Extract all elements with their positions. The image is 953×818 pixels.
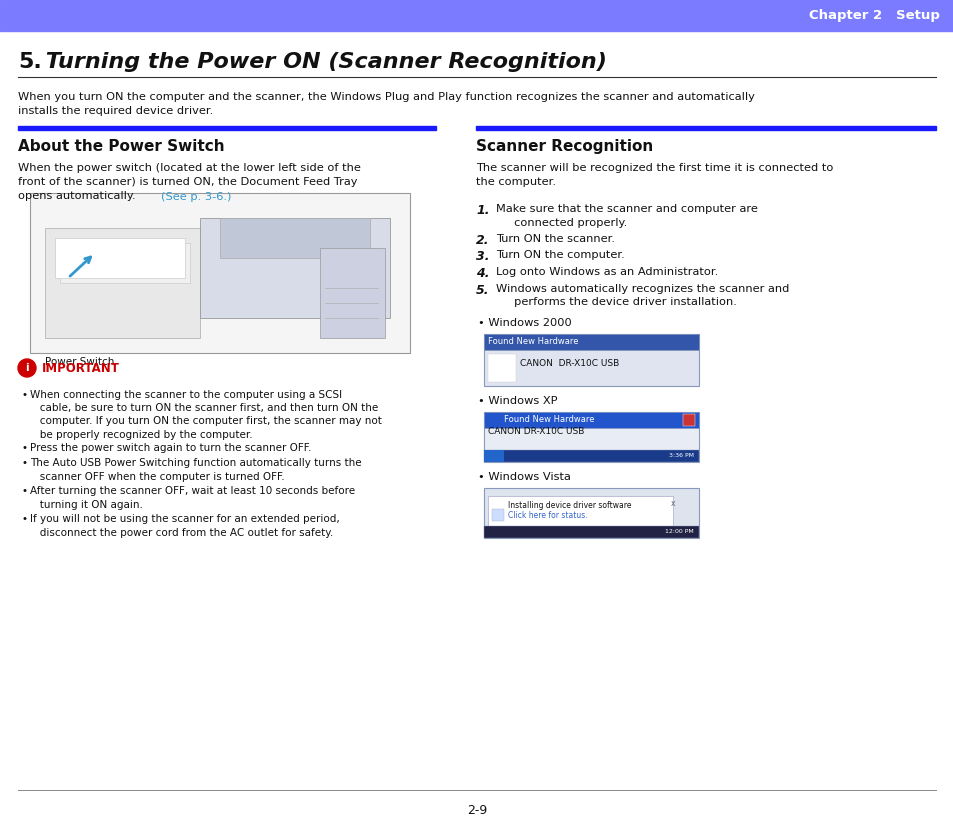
Text: CANON DR-X10C USB: CANON DR-X10C USB — [488, 427, 584, 436]
Text: When you turn ON the computer and the scanner, the Windows Plug and Play functio: When you turn ON the computer and the sc… — [18, 92, 754, 116]
Text: •: • — [22, 459, 28, 469]
Text: About the Power Switch: About the Power Switch — [18, 139, 224, 154]
Text: 5.: 5. — [18, 52, 42, 72]
Text: Turning the Power ON (Scanner Recognition): Turning the Power ON (Scanner Recognitio… — [38, 52, 606, 72]
Text: i: i — [25, 363, 29, 373]
Text: (See p. 3-6.): (See p. 3-6.) — [161, 192, 232, 202]
Text: After turning the scanner OFF, wait at least 10 seconds before
   turning it ON : After turning the scanner OFF, wait at l… — [30, 487, 355, 510]
Bar — [483, 411, 699, 428]
Text: IMPORTANT: IMPORTANT — [42, 362, 120, 375]
Bar — [483, 411, 699, 461]
Text: •: • — [22, 443, 28, 453]
Text: CANON  DR-X10C USB: CANON DR-X10C USB — [519, 359, 618, 368]
Bar — [18, 126, 436, 130]
Text: 3:36 PM: 3:36 PM — [668, 453, 693, 458]
Text: Scanner Recognition: Scanner Recognition — [476, 139, 653, 154]
Text: When the power switch (located at the lower left side of the
front of the scanne: When the power switch (located at the lo… — [18, 163, 360, 201]
Text: 3.: 3. — [476, 250, 489, 263]
Text: 4.: 4. — [476, 267, 489, 280]
Text: •: • — [22, 515, 28, 524]
Text: Chapter 2   Setup: Chapter 2 Setup — [808, 9, 939, 22]
Text: 1.: 1. — [476, 204, 489, 217]
Text: If you will not be using the scanner for an extended period,
   disconnect the p: If you will not be using the scanner for… — [30, 515, 339, 537]
Text: Press the power switch again to turn the scanner OFF.: Press the power switch again to turn the… — [30, 443, 311, 453]
Bar — [483, 334, 699, 385]
Bar — [483, 450, 699, 461]
Bar — [55, 238, 185, 278]
Bar — [200, 218, 390, 318]
Text: 2-9: 2-9 — [466, 804, 487, 817]
Bar — [488, 353, 516, 381]
Text: Windows automatically recognizes the scanner and
     performs the device driver: Windows automatically recognizes the sca… — [496, 284, 788, 307]
Text: Log onto Windows as an Administrator.: Log onto Windows as an Administrator. — [496, 267, 718, 277]
Text: •: • — [22, 487, 28, 497]
Text: Installing device driver software: Installing device driver software — [507, 501, 631, 510]
Text: The Auto USB Power Switching function automatically turns the
   scanner OFF whe: The Auto USB Power Switching function au… — [30, 459, 361, 482]
Text: The scanner will be recognized the first time it is connected to
the computer.: The scanner will be recognized the first… — [476, 163, 833, 187]
Text: Turn ON the computer.: Turn ON the computer. — [496, 250, 624, 260]
Text: x: x — [670, 500, 675, 509]
Text: 2.: 2. — [476, 234, 489, 247]
Text: • Windows Vista: • Windows Vista — [477, 471, 570, 482]
Text: • Windows XP: • Windows XP — [477, 395, 557, 406]
Text: •: • — [22, 390, 28, 400]
Bar — [483, 450, 503, 461]
Text: 12:00 PM: 12:00 PM — [664, 529, 693, 534]
Bar — [60, 243, 190, 283]
Bar — [45, 228, 200, 338]
Bar — [220, 218, 370, 258]
Text: Power Switch: Power Switch — [45, 357, 114, 367]
Text: Turn ON the scanner.: Turn ON the scanner. — [496, 234, 615, 244]
Text: When connecting the scanner to the computer using a SCSI
   cable, be sure to tu: When connecting the scanner to the compu… — [30, 390, 381, 439]
Bar — [492, 509, 503, 520]
Text: 5.: 5. — [476, 284, 489, 296]
Bar — [30, 193, 410, 353]
Bar — [0, 0, 953, 31]
Bar — [483, 488, 699, 537]
Text: Found New Hardware: Found New Hardware — [503, 415, 594, 424]
Text: Click here for status.: Click here for status. — [507, 511, 587, 520]
Bar — [682, 414, 695, 425]
Text: Found New Hardware: Found New Hardware — [488, 337, 578, 346]
Text: Make sure that the scanner and computer are
     connected properly.: Make sure that the scanner and computer … — [496, 204, 757, 227]
Text: x: x — [686, 416, 690, 423]
Circle shape — [18, 359, 36, 377]
Text: • Windows 2000: • Windows 2000 — [477, 317, 571, 327]
Bar — [483, 334, 699, 349]
Bar — [488, 496, 672, 528]
Bar — [476, 126, 935, 130]
Bar — [319, 248, 385, 338]
Bar — [483, 525, 699, 537]
